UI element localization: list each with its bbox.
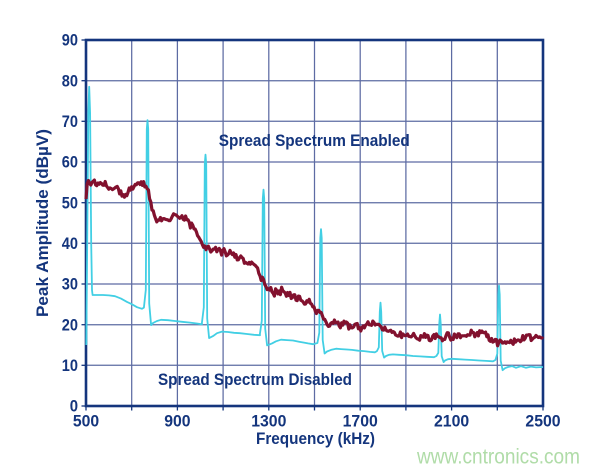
svg-text:90: 90 [62, 32, 78, 50]
svg-text:2500: 2500 [525, 413, 560, 431]
svg-text:60: 60 [62, 154, 78, 172]
svg-text:10: 10 [62, 357, 78, 375]
svg-text:1300: 1300 [251, 413, 286, 431]
svg-text:Spread Spectrum Enabled: Spread Spectrum Enabled [219, 132, 410, 150]
svg-text:500: 500 [73, 413, 99, 431]
svg-text:20: 20 [62, 316, 78, 334]
svg-text:1700: 1700 [343, 413, 378, 431]
svg-text:40: 40 [62, 235, 78, 253]
svg-text:Frequency (kHz): Frequency (kHz) [256, 430, 375, 448]
svg-text:70: 70 [62, 113, 78, 131]
svg-text:50: 50 [62, 194, 78, 212]
svg-text:2100: 2100 [434, 413, 469, 431]
svg-text:0: 0 [70, 398, 78, 416]
svg-text:Spread Spectrum Disabled: Spread Spectrum Disabled [158, 371, 352, 389]
svg-text:www.cntronics.com: www.cntronics.com [416, 446, 580, 469]
svg-text:80: 80 [62, 72, 78, 90]
svg-text:900: 900 [164, 413, 190, 431]
svg-text:Peak Amplitude (dBµV): Peak Amplitude (dBµV) [34, 129, 52, 317]
svg-text:30: 30 [62, 276, 78, 294]
